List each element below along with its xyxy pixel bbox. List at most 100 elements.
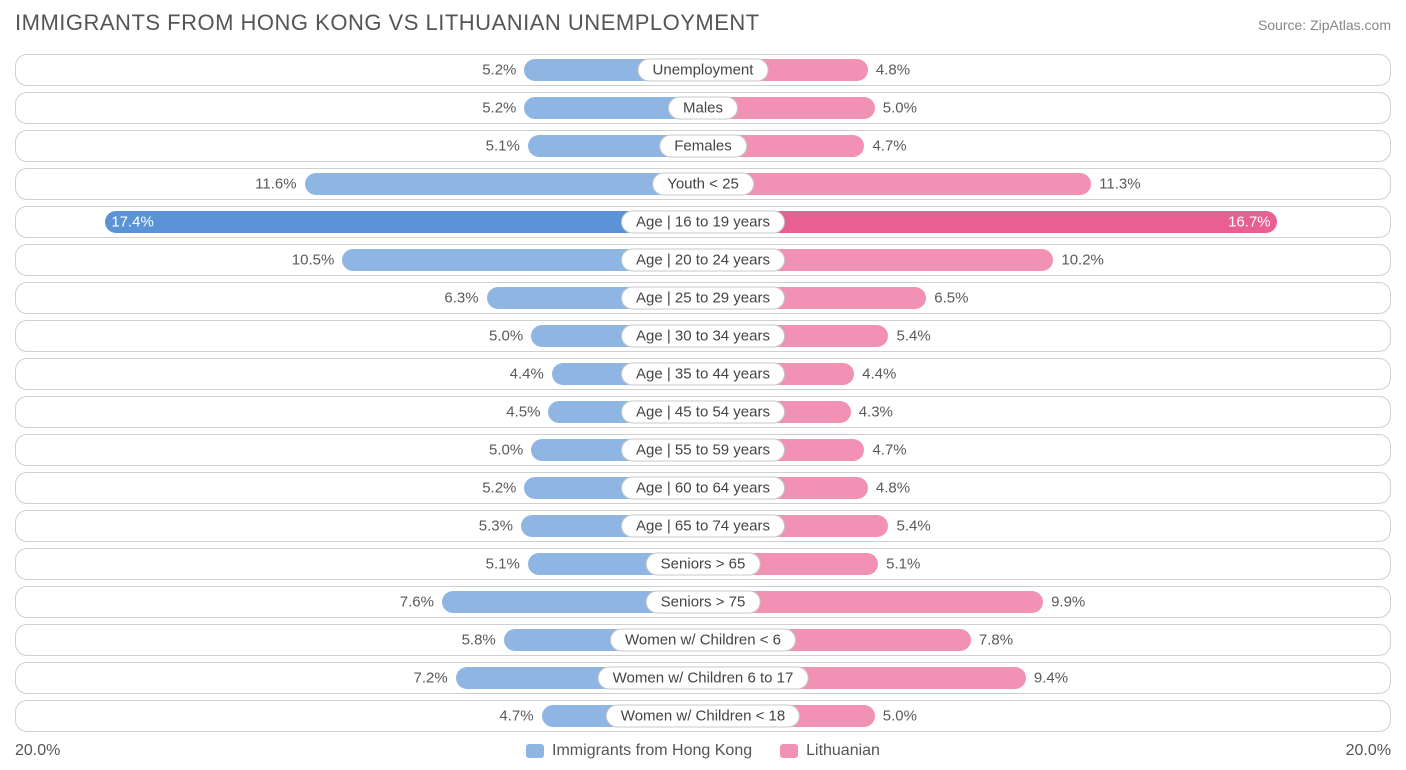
left-half: 5.1% bbox=[16, 549, 703, 579]
legend-item-right: Lithuanian bbox=[780, 742, 880, 760]
right-value: 6.5% bbox=[926, 290, 968, 307]
left-half: 5.2% bbox=[16, 93, 703, 123]
left-half: 5.2% bbox=[16, 473, 703, 503]
chart-row: 5.1% 4.7%Females bbox=[15, 130, 1391, 162]
right-value: 5.0% bbox=[875, 708, 917, 725]
chart-footer: 20.0% Immigrants from Hong Kong Lithuani… bbox=[15, 742, 1391, 760]
left-half: 4.4% bbox=[16, 359, 703, 389]
source-prefix: Source: bbox=[1258, 17, 1310, 33]
legend-label-right: Lithuanian bbox=[806, 742, 880, 760]
chart-row: 5.0%5.4%Age | 30 to 34 years bbox=[15, 320, 1391, 352]
category-label: Females bbox=[659, 135, 747, 158]
chart-row: 5.2%5.0%Males bbox=[15, 92, 1391, 124]
left-value: 11.6% bbox=[255, 176, 304, 193]
category-label: Age | 55 to 59 years bbox=[621, 439, 785, 462]
right-half: 4.7% bbox=[703, 131, 1390, 161]
left-value: 5.3% bbox=[479, 518, 521, 535]
left-value: 5.2% bbox=[482, 480, 524, 497]
right-half: 4.4% bbox=[703, 359, 1390, 389]
left-value: 17.4% bbox=[111, 214, 154, 231]
legend-swatch-left bbox=[526, 744, 544, 758]
left-value: 6.3% bbox=[444, 290, 486, 307]
source-name: ZipAtlas.com bbox=[1310, 17, 1391, 33]
legend-label-left: Immigrants from Hong Kong bbox=[552, 742, 752, 760]
right-half: 5.0% bbox=[703, 93, 1390, 123]
category-label: Seniors > 65 bbox=[646, 553, 761, 576]
left-value: 7.2% bbox=[413, 670, 455, 687]
right-half: 5.1% bbox=[703, 549, 1390, 579]
right-half: 4.3% bbox=[703, 397, 1390, 427]
chart-row: 4.5%4.3%Age | 45 to 54 years bbox=[15, 396, 1391, 428]
legend-swatch-right bbox=[780, 744, 798, 758]
right-value: 7.8% bbox=[971, 632, 1013, 649]
left-half: 17.4% bbox=[16, 207, 703, 237]
right-value: 5.4% bbox=[888, 518, 930, 535]
category-label: Youth < 25 bbox=[652, 173, 754, 196]
chart-title: IMMIGRANTS FROM HONG KONG VS LITHUANIAN … bbox=[15, 10, 760, 36]
category-label: Unemployment bbox=[638, 59, 769, 82]
left-value: 5.0% bbox=[489, 442, 531, 459]
category-label: Age | 60 to 64 years bbox=[621, 477, 785, 500]
left-half: 5.1% bbox=[16, 131, 703, 161]
right-bar: 11.3% bbox=[703, 173, 1091, 195]
left-value: 10.5% bbox=[292, 252, 343, 269]
right-value: 16.7% bbox=[1228, 214, 1271, 231]
legend-item-left: Immigrants from Hong Kong bbox=[526, 742, 752, 760]
right-value: 4.7% bbox=[864, 442, 906, 459]
chart-row: 5.2% 4.8% Age | 60 to 64 years bbox=[15, 472, 1391, 504]
category-label: Age | 30 to 34 years bbox=[621, 325, 785, 348]
right-half: 10.2% bbox=[703, 245, 1390, 275]
category-label: Age | 25 to 29 years bbox=[621, 287, 785, 310]
chart-header: IMMIGRANTS FROM HONG KONG VS LITHUANIAN … bbox=[15, 10, 1391, 36]
chart-row: 17.4% 16.7% Age | 16 to 19 years bbox=[15, 206, 1391, 238]
right-half: 4.8% bbox=[703, 55, 1390, 85]
right-value: 5.0% bbox=[875, 100, 917, 117]
category-label: Age | 20 to 24 years bbox=[621, 249, 785, 272]
left-bar: 17.4% bbox=[105, 211, 703, 233]
left-half: 4.7% bbox=[16, 701, 703, 731]
left-half: 7.6% bbox=[16, 587, 703, 617]
left-value: 5.2% bbox=[482, 62, 524, 79]
category-label: Seniors > 75 bbox=[646, 591, 761, 614]
left-half: 4.5% bbox=[16, 397, 703, 427]
right-half: 5.4% bbox=[703, 511, 1390, 541]
category-label: Age | 16 to 19 years bbox=[621, 211, 785, 234]
left-value: 5.1% bbox=[486, 138, 528, 155]
right-half: 5.0% bbox=[703, 701, 1390, 731]
chart-row: 7.2%9.4%Women w/ Children 6 to 17 bbox=[15, 662, 1391, 694]
chart-row: 7.6%9.9%Seniors > 75 bbox=[15, 586, 1391, 618]
axis-right-max: 20.0% bbox=[1346, 742, 1391, 760]
left-value: 4.5% bbox=[506, 404, 548, 421]
legend: Immigrants from Hong Kong Lithuanian bbox=[526, 742, 880, 760]
chart-row: 4.7%5.0%Women w/ Children < 18 bbox=[15, 700, 1391, 732]
chart-row: 5.0% 4.7% Age | 55 to 59 years bbox=[15, 434, 1391, 466]
chart-row: 5.8%7.8%Women w/ Children < 6 bbox=[15, 624, 1391, 656]
left-value: 5.2% bbox=[482, 100, 524, 117]
right-half: 4.7% bbox=[703, 435, 1390, 465]
right-value: 4.8% bbox=[868, 480, 910, 497]
right-half: 11.3% bbox=[703, 169, 1390, 199]
right-bar: 16.7% bbox=[703, 211, 1277, 233]
category-label: Age | 35 to 44 years bbox=[621, 363, 785, 386]
chart-row: 11.6%11.3%Youth < 25 bbox=[15, 168, 1391, 200]
right-half: 7.8% bbox=[703, 625, 1390, 655]
right-value: 10.2% bbox=[1053, 252, 1104, 269]
right-half: 6.5% bbox=[703, 283, 1390, 313]
left-half: 10.5% bbox=[16, 245, 703, 275]
diverging-bar-chart: 5.2%4.8%Unemployment5.2%5.0%Males5.1%4.7… bbox=[15, 54, 1391, 732]
left-half: 5.3% bbox=[16, 511, 703, 541]
chart-source: Source: ZipAtlas.com bbox=[1258, 17, 1391, 33]
left-half: 5.2% bbox=[16, 55, 703, 85]
left-value: 4.4% bbox=[510, 366, 552, 383]
right-half: 16.7% bbox=[703, 207, 1390, 237]
axis-left-max: 20.0% bbox=[15, 742, 60, 760]
right-value: 9.4% bbox=[1026, 670, 1068, 687]
right-value: 4.8% bbox=[868, 62, 910, 79]
category-label: Women w/ Children < 6 bbox=[610, 629, 796, 652]
left-bar: 11.6% bbox=[305, 173, 703, 195]
right-half: 4.8% bbox=[703, 473, 1390, 503]
category-label: Age | 65 to 74 years bbox=[621, 515, 785, 538]
right-value: 11.3% bbox=[1091, 176, 1140, 193]
right-value: 5.1% bbox=[878, 556, 920, 573]
right-value: 4.3% bbox=[851, 404, 893, 421]
